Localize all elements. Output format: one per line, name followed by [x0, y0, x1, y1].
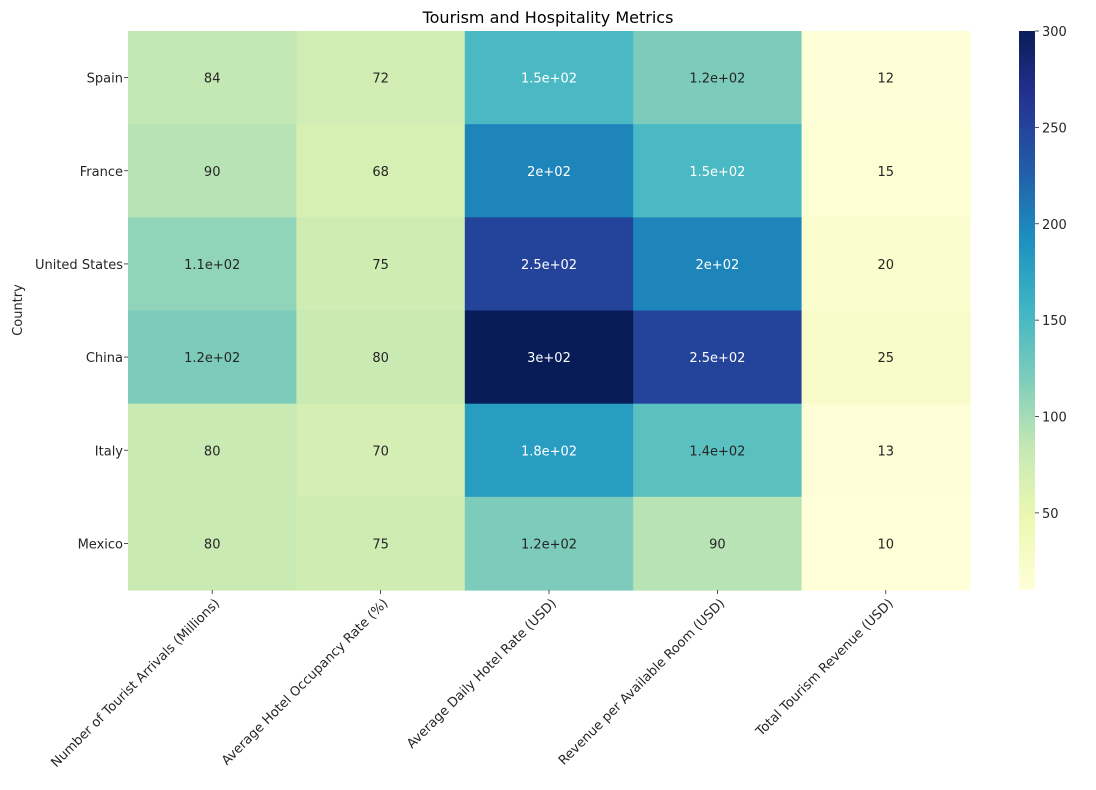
- heatmap-cell-label: 20: [878, 258, 895, 273]
- heatmap-cell-label: 90: [204, 165, 221, 180]
- column-tick-labels: Number of Tourist Arrivals (Millions)Ave…: [48, 590, 897, 771]
- heatmap-cell: [464, 310, 634, 405]
- heatmap-cell: [801, 403, 971, 498]
- heatmap-cell-label: 1.2e+02: [689, 72, 745, 87]
- heatmap-cell-label: 15: [878, 165, 895, 180]
- heatmap-cell: [128, 124, 297, 218]
- heatmap-cell: [464, 217, 634, 312]
- row-tick-label: China: [86, 351, 123, 366]
- heatmap-cell-label: 1.1e+02: [184, 258, 240, 273]
- colorbar: 50 100 150 200 250 300: [1019, 25, 1067, 590]
- heatmap-cell: [633, 496, 803, 591]
- heatmap-cell: [128, 310, 297, 405]
- row-tick-label: United States: [35, 258, 123, 273]
- heatmap-cell: [633, 124, 803, 218]
- heatmap-cell-labels: 84 72 1.5e+02 1.2e+02 12 90 68 2e+02 1.5e+02 15 1.…: [184, 72, 894, 553]
- colorbar-tick-label: 50: [1042, 507, 1059, 522]
- heatmap-cell-label: 13: [878, 444, 895, 459]
- heatmap-cell-label: 75: [372, 537, 389, 552]
- heatmap-cell: [128, 403, 297, 498]
- row-tick-labels: Spain France United States China Italy Mexico: [35, 72, 128, 552]
- heatmap-cell-label: 80: [372, 351, 389, 366]
- heatmap-cell-label: 3e+02: [527, 351, 571, 366]
- heatmap-cell-label: 2.5e+02: [689, 351, 745, 366]
- heatmap-cell-label: 1.8e+02: [521, 444, 577, 459]
- heatmap-cell: [296, 31, 466, 125]
- heatmap-cell: [633, 310, 803, 405]
- heatmap-cell: [296, 217, 466, 312]
- heatmap-cell: [464, 124, 634, 218]
- heatmap-cell: [464, 31, 634, 125]
- colorbar-gradient: [1019, 31, 1035, 590]
- colorbar-tick-label: 100: [1042, 411, 1067, 426]
- heatmap-cell: [801, 124, 971, 218]
- colorbar-tick-label: 200: [1042, 218, 1067, 233]
- heatmap-cell-label: 1.5e+02: [521, 72, 577, 87]
- column-tick-label: Total Tourism Revenue (USD): [753, 596, 897, 740]
- chart-title: Tourism and Hospitality Metrics: [422, 8, 674, 27]
- heatmap-cell: [801, 31, 971, 125]
- heatmap-cell-label: 2e+02: [696, 258, 740, 273]
- heatmap-cell-label: 2.5e+02: [521, 258, 577, 273]
- row-tick-label: France: [80, 165, 123, 180]
- heatmap-cell-label: 12: [878, 72, 895, 87]
- heatmap-cell: [801, 310, 971, 405]
- heatmap-cell-label: 70: [372, 444, 389, 459]
- heatmap-cell-label: 90: [709, 537, 726, 552]
- row-tick-label: Italy: [95, 444, 124, 459]
- column-tick-label: Average Daily Hotel Rate (USD): [404, 596, 560, 752]
- heatmap-cell-label: 2e+02: [527, 165, 571, 180]
- heatmap-cell: [801, 217, 971, 312]
- heatmap-cell-label: 75: [372, 258, 389, 273]
- colorbar-tick-label: 150: [1042, 314, 1067, 329]
- heatmap-cell: [296, 496, 466, 591]
- heatmap-cell: [128, 31, 297, 125]
- y-axis-label: Country: [11, 284, 26, 336]
- row-tick-label: Spain: [87, 72, 123, 87]
- heatmap-cell: [633, 217, 803, 312]
- heatmap-cell-label: 10: [878, 537, 895, 552]
- heatmap-cell-label: 25: [878, 351, 895, 366]
- heatmap-cell: [801, 496, 971, 591]
- row-tick-label: Mexico: [78, 537, 123, 552]
- heatmap-cell-label: 1.4e+02: [689, 444, 745, 459]
- heatmap-cell-label: 1.2e+02: [521, 537, 577, 552]
- heatmap-cell: [633, 403, 803, 498]
- heatmap-cell: [296, 310, 466, 405]
- heatmap-cell-label: 68: [372, 165, 389, 180]
- heatmap-cell-label: 1.5e+02: [689, 165, 745, 180]
- heatmap-cell: [296, 124, 466, 218]
- colorbar-tick-label: 250: [1042, 121, 1067, 136]
- column-tick-label: Revenue per Available Room (USD): [556, 596, 728, 768]
- heatmap-cell-label: 84: [204, 72, 221, 87]
- heatmap-cell: [633, 31, 803, 125]
- heatmap-cell: [464, 403, 634, 498]
- heatmap-cells: [128, 31, 971, 591]
- heatmap-cell-label: 1.2e+02: [184, 351, 240, 366]
- heatmap-cell: [128, 496, 297, 591]
- heatmap-cell: [296, 403, 466, 498]
- column-tick-label: Average Hotel Occupancy Rate (%): [219, 596, 391, 768]
- heatmap-cell-label: 80: [204, 444, 221, 459]
- heatmap-cell: [128, 217, 297, 312]
- heatmap-cell-label: 80: [204, 537, 221, 552]
- heatmap-cell: [464, 496, 634, 591]
- colorbar-tick-label: 300: [1042, 25, 1067, 40]
- column-tick-label: Number of Tourist Arrivals (Millions): [48, 596, 223, 771]
- heatmap-cell-label: 72: [372, 72, 389, 87]
